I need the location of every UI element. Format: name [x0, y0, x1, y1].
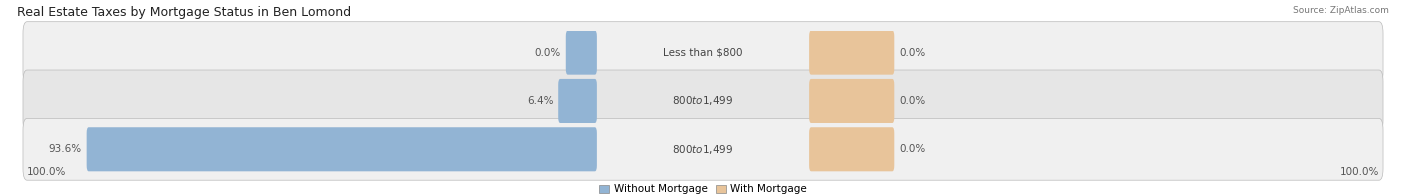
Text: 0.0%: 0.0% [898, 96, 925, 106]
Legend: Without Mortgage, With Mortgage: Without Mortgage, With Mortgage [595, 180, 811, 196]
FancyBboxPatch shape [808, 79, 894, 123]
Text: Source: ZipAtlas.com: Source: ZipAtlas.com [1294, 6, 1389, 15]
Text: 0.0%: 0.0% [898, 48, 925, 58]
FancyBboxPatch shape [87, 127, 598, 171]
FancyBboxPatch shape [808, 127, 894, 171]
Text: 100.0%: 100.0% [27, 167, 66, 177]
FancyBboxPatch shape [808, 31, 894, 75]
Text: 93.6%: 93.6% [49, 144, 82, 154]
Text: Less than $800: Less than $800 [664, 48, 742, 58]
FancyBboxPatch shape [565, 31, 598, 75]
Text: $800 to $1,499: $800 to $1,499 [672, 94, 734, 107]
Text: 0.0%: 0.0% [534, 48, 561, 58]
Text: 6.4%: 6.4% [527, 96, 554, 106]
FancyBboxPatch shape [22, 70, 1384, 132]
FancyBboxPatch shape [558, 79, 598, 123]
Text: 100.0%: 100.0% [1340, 167, 1379, 177]
Text: 0.0%: 0.0% [898, 144, 925, 154]
FancyBboxPatch shape [22, 22, 1384, 83]
FancyBboxPatch shape [22, 118, 1384, 180]
Text: $800 to $1,499: $800 to $1,499 [672, 143, 734, 156]
Text: Real Estate Taxes by Mortgage Status in Ben Lomond: Real Estate Taxes by Mortgage Status in … [17, 6, 352, 19]
